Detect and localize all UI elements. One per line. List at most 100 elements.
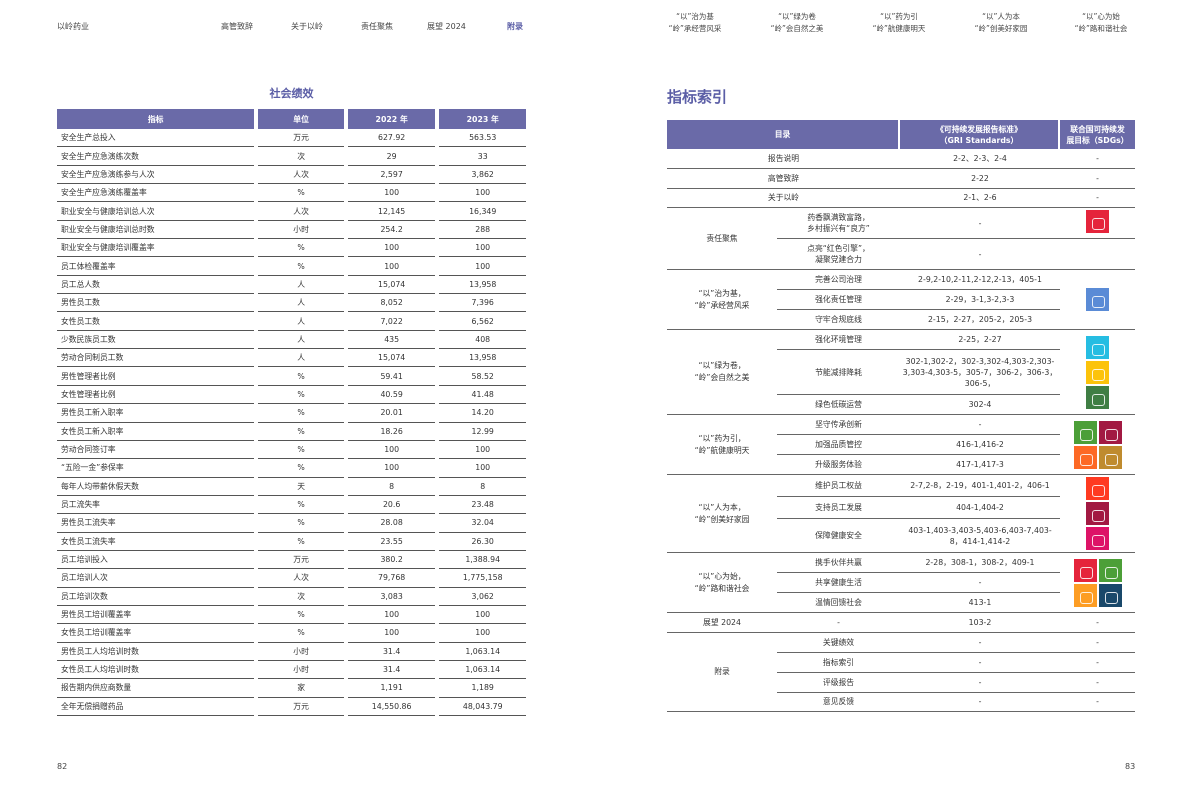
col-header-gri: 《可持续发展报告标准》 （GRI Standards）	[900, 120, 1060, 149]
nav-appendix[interactable]: 附录	[507, 22, 523, 31]
subcategory-cell: 评级报告	[777, 673, 900, 693]
table-cell: 员工体检覆盖率	[57, 257, 255, 276]
nav-executive-message[interactable]: 高管致辞	[221, 22, 253, 31]
table-cell: 男性员工流失率	[57, 514, 255, 533]
table-row: 守牢合规底线 2-15，2-27，205-2，205-3	[667, 310, 1135, 331]
sdg-cell	[1060, 553, 1135, 614]
table-cell: 人	[258, 276, 344, 295]
table-cell: %	[258, 441, 344, 460]
table-cell: 安全生产应急演练覆盖率	[57, 184, 255, 203]
table-row: “以”人为本， “岭”创美好家园 维护员工权益 2-7,2-8，2-19，401-1,…	[667, 475, 1135, 554]
category-cell: 展望 2024	[667, 613, 777, 634]
table-cell: 1,063.14	[439, 643, 526, 661]
table-row: 升级服务体验 417-1,417-3	[667, 455, 1135, 476]
category-cell: “以”药为引， “岭”航健康明天	[667, 415, 777, 476]
table-cell: 报告期内供应商数量	[57, 679, 255, 698]
table-cell: 12.99	[439, 423, 526, 441]
table-cell: 100	[439, 441, 526, 460]
sdg-goal-icon	[1073, 558, 1097, 582]
gri-cell: 103-2	[900, 613, 1060, 634]
gri-cell: 417-1,417-3	[900, 455, 1060, 476]
table-cell: 男性员工新入职率	[57, 404, 255, 423]
table-row: 评级报告 - -	[667, 673, 1135, 693]
table-cell: 人次	[258, 569, 344, 588]
nav-about[interactable]: 关于以岭	[291, 22, 323, 31]
table-cell: 3,862	[439, 166, 526, 185]
table-cell: 100	[439, 459, 526, 478]
table-cell: 20.01	[347, 404, 436, 423]
table-row: 女性员工数人 7,022 6,562	[57, 312, 526, 331]
table-cell: 小时	[258, 221, 344, 240]
table-cell: 人	[258, 312, 344, 331]
sdg-goal-icon	[1073, 445, 1097, 469]
social-performance-title: 社会绩效	[269, 87, 314, 100]
table-cell: 女性员工人均培训时数	[57, 661, 255, 680]
table-cell: 100	[347, 239, 436, 258]
table-row: 男性员工培训覆盖率% 100 100	[57, 606, 526, 625]
table-cell: 1,388.94	[439, 551, 526, 570]
table-row: 绿色低碳运营 302-4	[667, 395, 1135, 416]
nav-health[interactable]: “以”药为引 “岭”航健康明天	[872, 12, 926, 33]
nav-outlook[interactable]: 展望 2024	[427, 22, 466, 31]
table-cell: 员工总人数	[57, 276, 255, 295]
subcategory-cell: 共享健康生活	[777, 573, 900, 594]
category-cell: 责任聚焦	[667, 208, 777, 271]
sdg-cell	[1060, 270, 1135, 331]
table-cell: 7,022	[347, 312, 436, 331]
category-cell: “以”心为始， “岭”路和谐社会	[667, 553, 777, 614]
table-cell: 100	[347, 441, 436, 460]
table-cell: %	[258, 257, 344, 276]
table-cell: 员工培训人次	[57, 569, 255, 588]
table-row: 员工培训次数次 3,083 3,062	[57, 588, 526, 606]
sdg-goal-icon	[1098, 583, 1122, 607]
table-cell: 天	[258, 478, 344, 496]
nav-environment[interactable]: “以”绿为卷 “岭”会自然之美	[770, 12, 824, 33]
table-cell: 59.41	[347, 367, 436, 386]
sdg-cell	[1060, 330, 1135, 416]
table-cell: 18.26	[347, 423, 436, 441]
table-cell: 安全生产总投入	[57, 129, 255, 148]
table-cell: 13,958	[439, 349, 526, 368]
table-cell: 3,083	[347, 588, 436, 606]
table-row: 职业安全与健康培训总时数 小时 254.2 288	[57, 221, 526, 240]
table-cell: 1,189	[439, 679, 526, 698]
table-row: 女性员工培训覆盖率% 100 100	[57, 624, 526, 643]
table-row: 安全生产应急演练参与人次 人次 2,597 3,862	[57, 166, 526, 185]
table-cell: 100	[439, 624, 526, 643]
table-cell: 男性员工人均培训时数	[57, 643, 255, 661]
sdg-cell	[1060, 415, 1135, 476]
sdg-goal-icon	[1098, 445, 1122, 469]
gri-cell: 2-29，3-1,3-2,3-3	[900, 290, 1060, 311]
sdg-cell	[1060, 239, 1135, 271]
subcategory-cell: 强化环境管理	[777, 330, 900, 351]
nav-people[interactable]: “以”人为本 “岭”创美好家园	[974, 12, 1028, 33]
table-cell: 41.48	[439, 386, 526, 405]
nav-responsibility-focus[interactable]: 责任聚焦	[361, 22, 393, 31]
sdg-goal-icon	[1086, 288, 1109, 312]
table-row: “以”心为始， “岭”路和谐社会 携手伙伴共赢 2-28，308-1，308-2，40…	[667, 553, 1135, 614]
gri-cell: 2-22	[900, 169, 1060, 189]
nav-governance[interactable]: “以”治为基 “岭”承经营风采	[668, 12, 722, 33]
subcategory-cell: 保障健康安全	[777, 519, 900, 554]
table-cell: %	[258, 386, 344, 405]
subcategory-cell: -	[777, 613, 900, 634]
gri-cell: -	[900, 415, 1060, 436]
table-cell: 31.4	[347, 643, 436, 661]
social-performance-table: 指标 单位 2022 年 2023 年 安全生产总投入 万元 627.92 563.5…	[53, 109, 530, 716]
subcategory-cell: 完善公司治理	[777, 270, 900, 291]
table-cell: 人次	[258, 166, 344, 185]
table-cell: 男性员工数	[57, 294, 255, 313]
sdg-cell: -	[1060, 673, 1135, 693]
table-cell: %	[258, 184, 344, 203]
sdg-cell: -	[1060, 613, 1135, 634]
table-row: “以”药为引， “岭”航健康明天 坚守传承创新 -	[667, 415, 1135, 476]
table-row: 共享健康生活 -	[667, 573, 1135, 594]
table-cell: 33	[439, 147, 526, 166]
subcategory-cell: 加强品质管控	[777, 435, 900, 456]
col-header-sdgs: 联合国可持续发 展目标（SDGs）	[1060, 120, 1135, 149]
table-cell: 7,396	[439, 294, 526, 313]
nav-society[interactable]: “以”心为始 “岭”路和谐社会	[1074, 12, 1128, 33]
gri-cell: -	[900, 208, 1060, 240]
table-row: 报告说明 2-2、2-3、2-4-	[667, 149, 1135, 169]
table-cell: 女性管理者比例	[57, 386, 255, 405]
